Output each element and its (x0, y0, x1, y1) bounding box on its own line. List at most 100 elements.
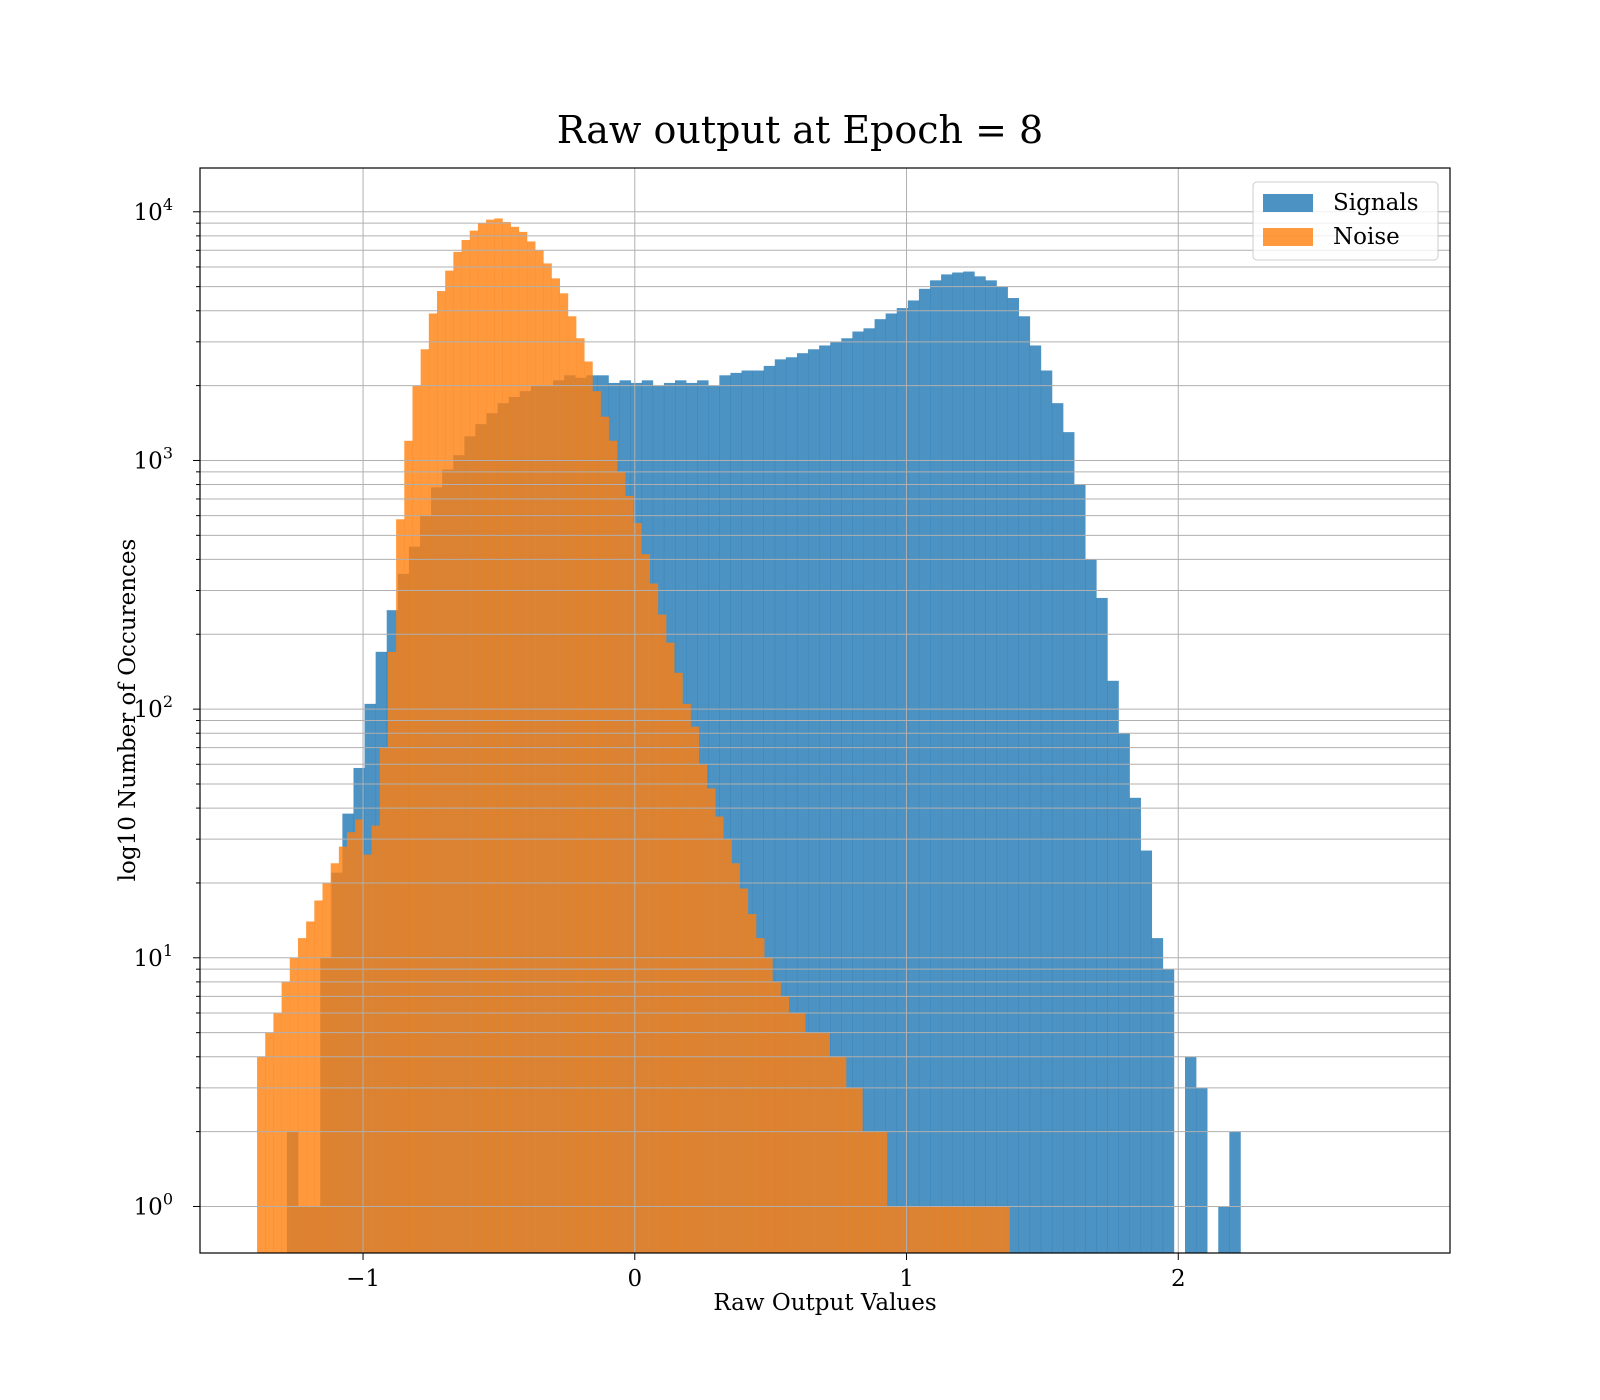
bar-noise (813, 1032, 822, 1253)
bar-signals (796, 353, 809, 1253)
grid-layer (200, 168, 1450, 1253)
bar-noise (551, 278, 560, 1254)
bar-noise (273, 1012, 282, 1253)
bar-noise (747, 914, 757, 1253)
bar-noise (379, 747, 389, 1253)
bar-noise (870, 1131, 879, 1253)
bar-signals (985, 280, 997, 1254)
legend-swatch-noise (1263, 228, 1313, 246)
bar-signals (1085, 559, 1097, 1253)
bar-noise (837, 1056, 847, 1253)
bar-noise (895, 1206, 904, 1253)
bar-signals (952, 272, 964, 1253)
bar-signals (863, 328, 875, 1253)
bar-noise (257, 1056, 266, 1253)
bar-noise (862, 1131, 871, 1253)
bar-signals (1018, 316, 1031, 1253)
bar-signals (963, 271, 975, 1253)
bar-noise (715, 816, 724, 1253)
bar-noise (502, 221, 511, 1254)
bar-signals (896, 308, 909, 1254)
bar-noise (772, 981, 781, 1253)
series-noise (257, 218, 1010, 1254)
bar-signals (1140, 850, 1153, 1253)
bar-noise (854, 1087, 863, 1253)
x-axis-label: Raw Output Values (713, 1290, 936, 1316)
bar-signals (741, 370, 753, 1253)
bar-signals (918, 288, 931, 1254)
bar-noise (535, 250, 544, 1253)
bar-noise (437, 291, 446, 1253)
bar-signals (1218, 1206, 1230, 1253)
x-tick-label: 1 (899, 1266, 914, 1292)
bar-signals (930, 280, 942, 1254)
x-tick-label: 0 (627, 1266, 642, 1292)
bar-noise (306, 921, 315, 1253)
bar-noise (878, 1131, 888, 1253)
legend-label-noise: Noise (1333, 224, 1400, 250)
bar-noise (1001, 1206, 1010, 1253)
bar-noise (510, 226, 520, 1254)
bar-noise (723, 839, 732, 1253)
bar-noise (396, 519, 405, 1253)
bar-noise (821, 1032, 830, 1253)
bar-noise (756, 938, 765, 1253)
bar-noise (543, 263, 552, 1253)
bar-noise (371, 825, 381, 1253)
bar-noise (576, 338, 585, 1253)
bar-noise (993, 1206, 1002, 1253)
bar-noise (935, 1206, 945, 1253)
bar-noise (330, 863, 340, 1253)
bar-noise (297, 938, 307, 1253)
bar-signals (752, 370, 764, 1253)
bar-signals (1229, 1131, 1241, 1253)
bar-noise (666, 642, 675, 1253)
y-tick-label: 103 (134, 443, 173, 474)
bar-signals (1096, 597, 1108, 1253)
bar-noise (600, 416, 610, 1253)
bar-noise (649, 583, 659, 1253)
bar-noise (453, 251, 462, 1254)
bar-noise (559, 293, 569, 1254)
bar-signals (1196, 1087, 1208, 1253)
bar-noise (919, 1206, 929, 1253)
bar-noise (960, 1206, 969, 1253)
bar-noise (428, 313, 438, 1254)
y-tick-label: 104 (134, 195, 173, 226)
bar-signals (1151, 938, 1164, 1253)
bar-noise (608, 440, 618, 1253)
bar-noise (985, 1206, 994, 1253)
bar-noise (706, 788, 716, 1253)
bar-noise (731, 863, 740, 1253)
bar-noise (780, 996, 790, 1253)
bar-noise (657, 614, 667, 1253)
plot-frame (199, 167, 1451, 1254)
bar-signals (874, 319, 886, 1253)
bar-noise (518, 231, 528, 1253)
bar-signals (1063, 432, 1075, 1253)
bar-noise (845, 1087, 855, 1253)
y-axis-label: log10 Number of Occurences (115, 539, 141, 882)
bar-signals (1040, 370, 1053, 1253)
bar-noise (387, 651, 397, 1253)
bar-noise (322, 882, 331, 1253)
bar-signals (830, 341, 842, 1253)
bar-noise (314, 900, 323, 1253)
bar-noise (903, 1206, 912, 1253)
bar-noise (944, 1206, 953, 1253)
bar-noise (584, 361, 593, 1253)
bar-noise (829, 1056, 839, 1253)
bar-signals (941, 274, 953, 1253)
bar-noise (338, 846, 348, 1253)
bar-signals (819, 345, 831, 1254)
bar-signals (1107, 680, 1119, 1253)
bar-noise (927, 1206, 937, 1253)
bar-noise (641, 554, 650, 1253)
bar-signals (719, 375, 731, 1253)
y-tick-label: 101 (134, 941, 173, 972)
legend: Signals Noise (1252, 181, 1439, 261)
bar-noise (281, 981, 291, 1253)
bar-noise (445, 270, 454, 1253)
bar-signals (774, 359, 787, 1253)
